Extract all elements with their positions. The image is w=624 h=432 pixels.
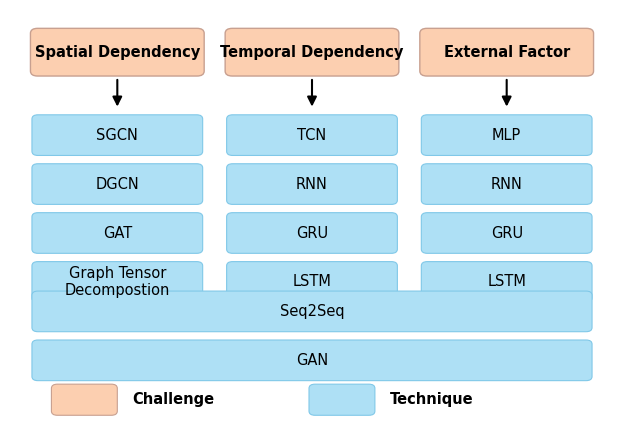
Text: RNN: RNN <box>296 177 328 191</box>
Text: Spatial Dependency: Spatial Dependency <box>35 44 200 60</box>
Text: Temporal Dependency: Temporal Dependency <box>220 44 404 60</box>
Text: SGCN: SGCN <box>96 127 139 143</box>
FancyBboxPatch shape <box>227 213 397 253</box>
Text: LSTM: LSTM <box>487 274 526 289</box>
Text: GAN: GAN <box>296 353 328 368</box>
Text: LSTM: LSTM <box>293 274 331 289</box>
Text: External Factor: External Factor <box>444 44 570 60</box>
Text: GRU: GRU <box>490 226 523 241</box>
FancyBboxPatch shape <box>227 262 397 302</box>
FancyBboxPatch shape <box>421 164 592 204</box>
Text: Challenge: Challenge <box>132 392 215 407</box>
Text: Seq2Seq: Seq2Seq <box>280 304 344 319</box>
FancyBboxPatch shape <box>227 115 397 156</box>
FancyBboxPatch shape <box>32 164 203 204</box>
FancyBboxPatch shape <box>32 340 592 381</box>
Text: RNN: RNN <box>490 177 523 191</box>
Text: Graph Tensor
Decompostion: Graph Tensor Decompostion <box>65 266 170 298</box>
Text: GRU: GRU <box>296 226 328 241</box>
FancyBboxPatch shape <box>32 115 203 156</box>
FancyBboxPatch shape <box>31 29 204 76</box>
Text: GAT: GAT <box>103 226 132 241</box>
Text: MLP: MLP <box>492 127 521 143</box>
Text: TCN: TCN <box>298 127 326 143</box>
Text: Technique: Technique <box>390 392 474 407</box>
FancyBboxPatch shape <box>32 262 203 302</box>
FancyBboxPatch shape <box>420 29 593 76</box>
FancyBboxPatch shape <box>227 164 397 204</box>
FancyBboxPatch shape <box>421 213 592 253</box>
FancyBboxPatch shape <box>309 384 375 415</box>
FancyBboxPatch shape <box>225 29 399 76</box>
Text: DGCN: DGCN <box>95 177 139 191</box>
FancyBboxPatch shape <box>32 291 592 332</box>
FancyBboxPatch shape <box>421 262 592 302</box>
FancyBboxPatch shape <box>421 115 592 156</box>
FancyBboxPatch shape <box>32 213 203 253</box>
FancyBboxPatch shape <box>51 384 117 415</box>
